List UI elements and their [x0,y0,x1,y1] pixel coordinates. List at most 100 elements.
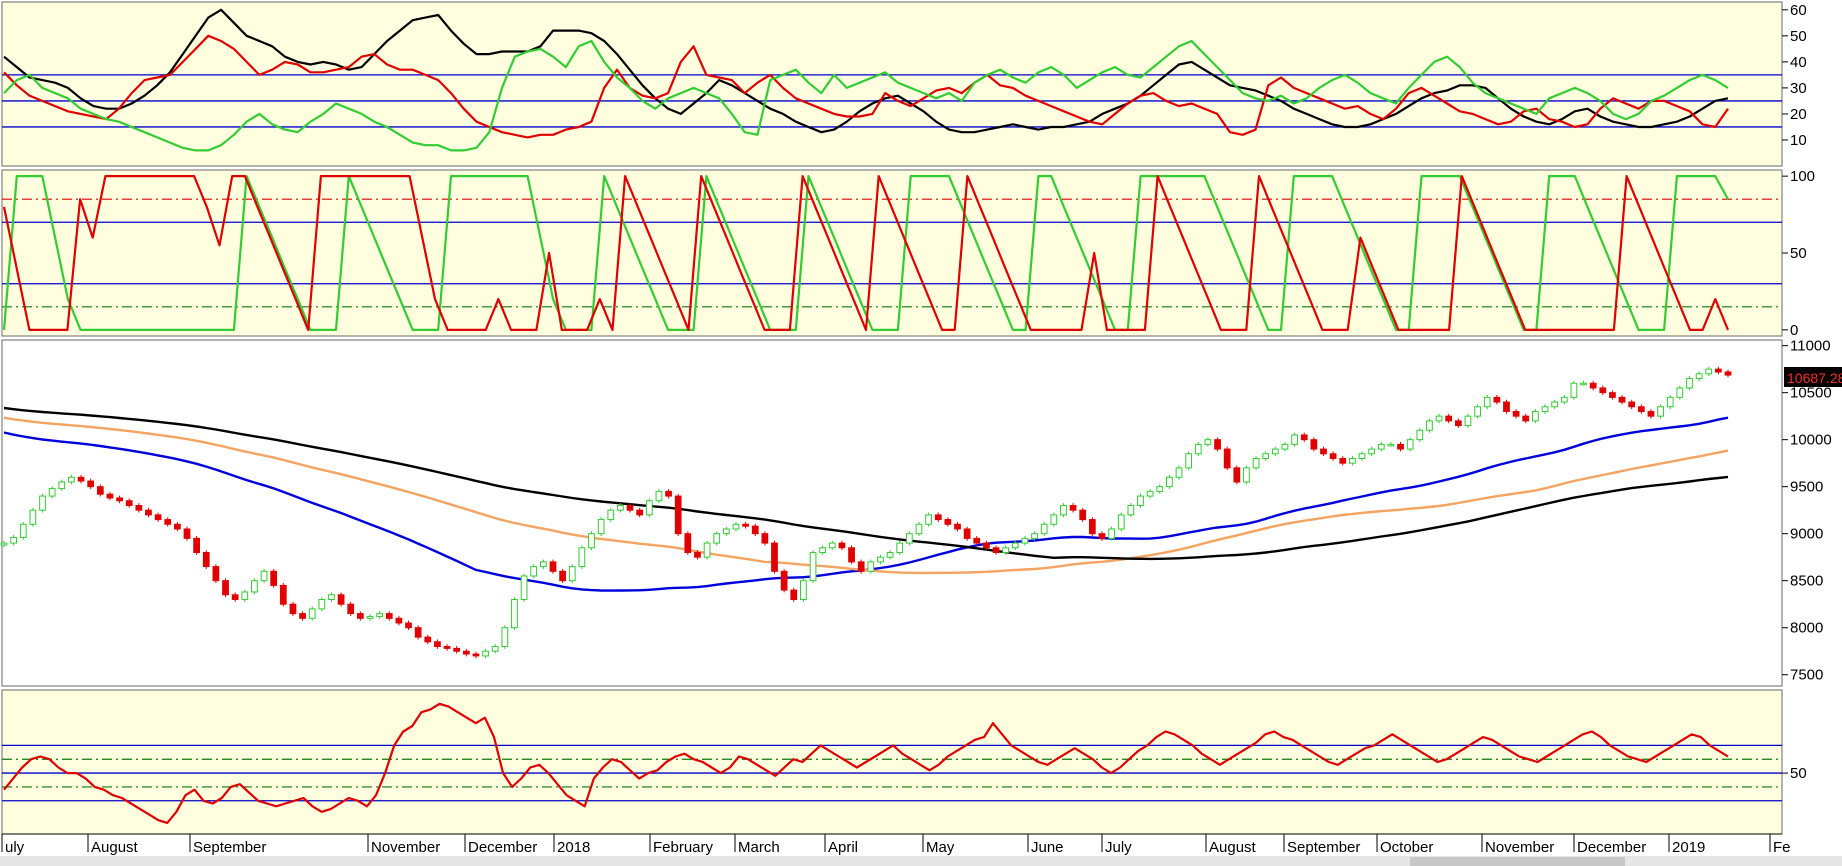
price-candle-body [539,561,547,568]
price-tick-label: 11000 [1790,338,1831,355]
price-candle-body [77,476,85,482]
time-axis-month-label: November [1485,839,1554,856]
price-candle-body [607,509,615,521]
price-candle-body [376,613,383,617]
dmi-tick-label: 40 [1790,54,1807,71]
price-candle-body [1483,396,1491,408]
price-candle-body [867,561,875,572]
price-candle-body [462,650,470,655]
dmi-tick-label: 30 [1790,80,1807,97]
price-candle-body [530,566,538,577]
time-axis-month-label: April [828,839,858,856]
time-axis-month-label: August [1209,839,1257,856]
scrollbar-thumb[interactable] [1410,857,1625,866]
price-candle-body [1512,410,1520,417]
price-candle-body [1464,415,1472,427]
dmi-tick-label: 10 [1790,132,1807,149]
price-candle-body [1127,504,1135,516]
price-candle-body [1686,378,1693,389]
time-axis-month-label: September [1287,839,1360,856]
price-candle-body [193,537,200,553]
time-axis-month-label: December [1577,839,1646,856]
price-candle-body [1666,396,1674,408]
price-candle-body [1223,448,1231,469]
price-candle-body [973,537,981,544]
rsi-red-line [3,702,1729,825]
price-candle-body [1291,434,1298,445]
price-candle-body [1541,406,1549,412]
time-axis-month-label: June [1031,839,1064,856]
time-axis-month-label: Fe [1773,839,1791,856]
price-candle-body [1204,439,1212,445]
price-candle-body [48,488,56,497]
price-candle-body [414,627,422,638]
price-candle-body [1560,396,1568,403]
price-candle-body [289,603,297,615]
price-candle-body [434,641,441,648]
price-candle-body [202,551,210,568]
price-tick-label: 9000 [1790,526,1823,543]
price-panel: 7500 8000 8500 9000 9500 10000 10500 11000 1068… [0,338,1842,687]
price-candle-body [1021,537,1029,544]
price-candle-body [453,647,461,652]
price-candle-body [559,570,566,582]
price-candle-body [1088,519,1096,535]
price-candle-body [116,497,123,502]
dmi-tick-label: 50 [1790,28,1807,45]
price-candle-body [1676,387,1684,398]
price-candle-body [0,542,8,546]
price-candle-body [1454,420,1462,427]
price-candle-body [645,500,653,516]
price-candle-body [270,570,278,586]
price-candle-body [472,653,480,657]
price-candle-body [626,504,634,511]
price-candle-body [173,523,181,530]
price-candle-body [154,514,162,521]
price-candle-body [482,650,489,657]
price-candle-body [1474,406,1481,417]
price-candle-body [347,603,355,615]
price-candle-body [1493,396,1501,403]
price-candle-body [877,556,884,563]
price-candle-body [838,542,846,549]
price-tick-label: 10500 [1790,385,1832,402]
price-candle-body [1647,410,1655,417]
price-tick-label: 8000 [1790,620,1823,637]
price-candle-body [568,566,576,582]
rsi-panel-bg [1,689,1783,835]
price-candle-body [135,504,143,511]
horizontal-scrollbar[interactable] [0,856,1842,866]
price-candle-body [1281,443,1289,450]
price-candle-body [1310,439,1318,450]
price-candle-body [790,589,798,601]
dmi-black-line [3,8,1729,134]
price-candle-body [1416,429,1424,441]
price-candle-body [1156,486,1164,492]
price-candle-body [1329,453,1337,459]
price-candle-body [1637,406,1645,412]
dmi-green-line [3,39,1729,152]
price-candle-body [1175,467,1183,478]
price-candle-body [491,646,499,652]
price-candle-body [1349,457,1356,464]
price-candle-body [501,627,509,648]
price-candle-body [915,523,923,535]
price-candle-body [848,547,855,563]
price-candle-body [1060,504,1067,516]
price-candle-body [1031,533,1038,539]
price-candle-body [231,594,239,600]
price-candle-body [1580,382,1587,386]
time-axis-month-label: December [468,839,537,856]
price-candle-body [1098,533,1106,539]
price-tick-label: 9500 [1790,479,1823,496]
price-candle-body [1522,415,1530,422]
price-candle-body [1233,467,1241,483]
price-candle-body [1599,387,1607,394]
price-candle-body [800,580,807,601]
time-axis-month-label: August [91,839,139,856]
time-axis-month-label: September [193,839,266,856]
price-candle-body [1079,509,1087,521]
time-axis-month-label: February [653,839,714,856]
price-candle-body [1657,406,1664,417]
